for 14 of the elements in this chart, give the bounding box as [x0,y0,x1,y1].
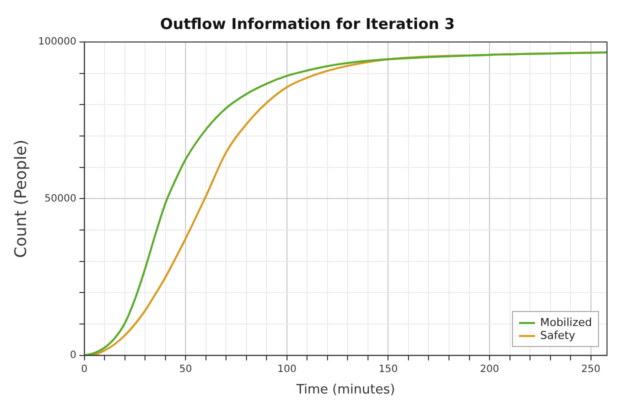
legend-label: Safety [540,329,576,342]
y-tick-label: 100000 [38,36,76,48]
y-tick-label: 50000 [44,193,76,204]
x-tick-label: 100 [277,364,296,375]
y-tick-label: 0 [70,350,76,361]
x-tick-label: 50 [179,364,192,375]
x-tick-label: 200 [480,364,500,375]
y-axis-title: Count (People) [10,140,30,258]
x-tick-label: 250 [581,364,600,375]
x-tick-label: 0 [81,364,88,375]
legend-label: Mobilized [540,316,592,330]
x-tick-label: 150 [378,364,398,375]
chart-title: Outflow Information for Iteration 3 [160,14,455,33]
x-axis-title: Time (minutes) [295,382,396,398]
